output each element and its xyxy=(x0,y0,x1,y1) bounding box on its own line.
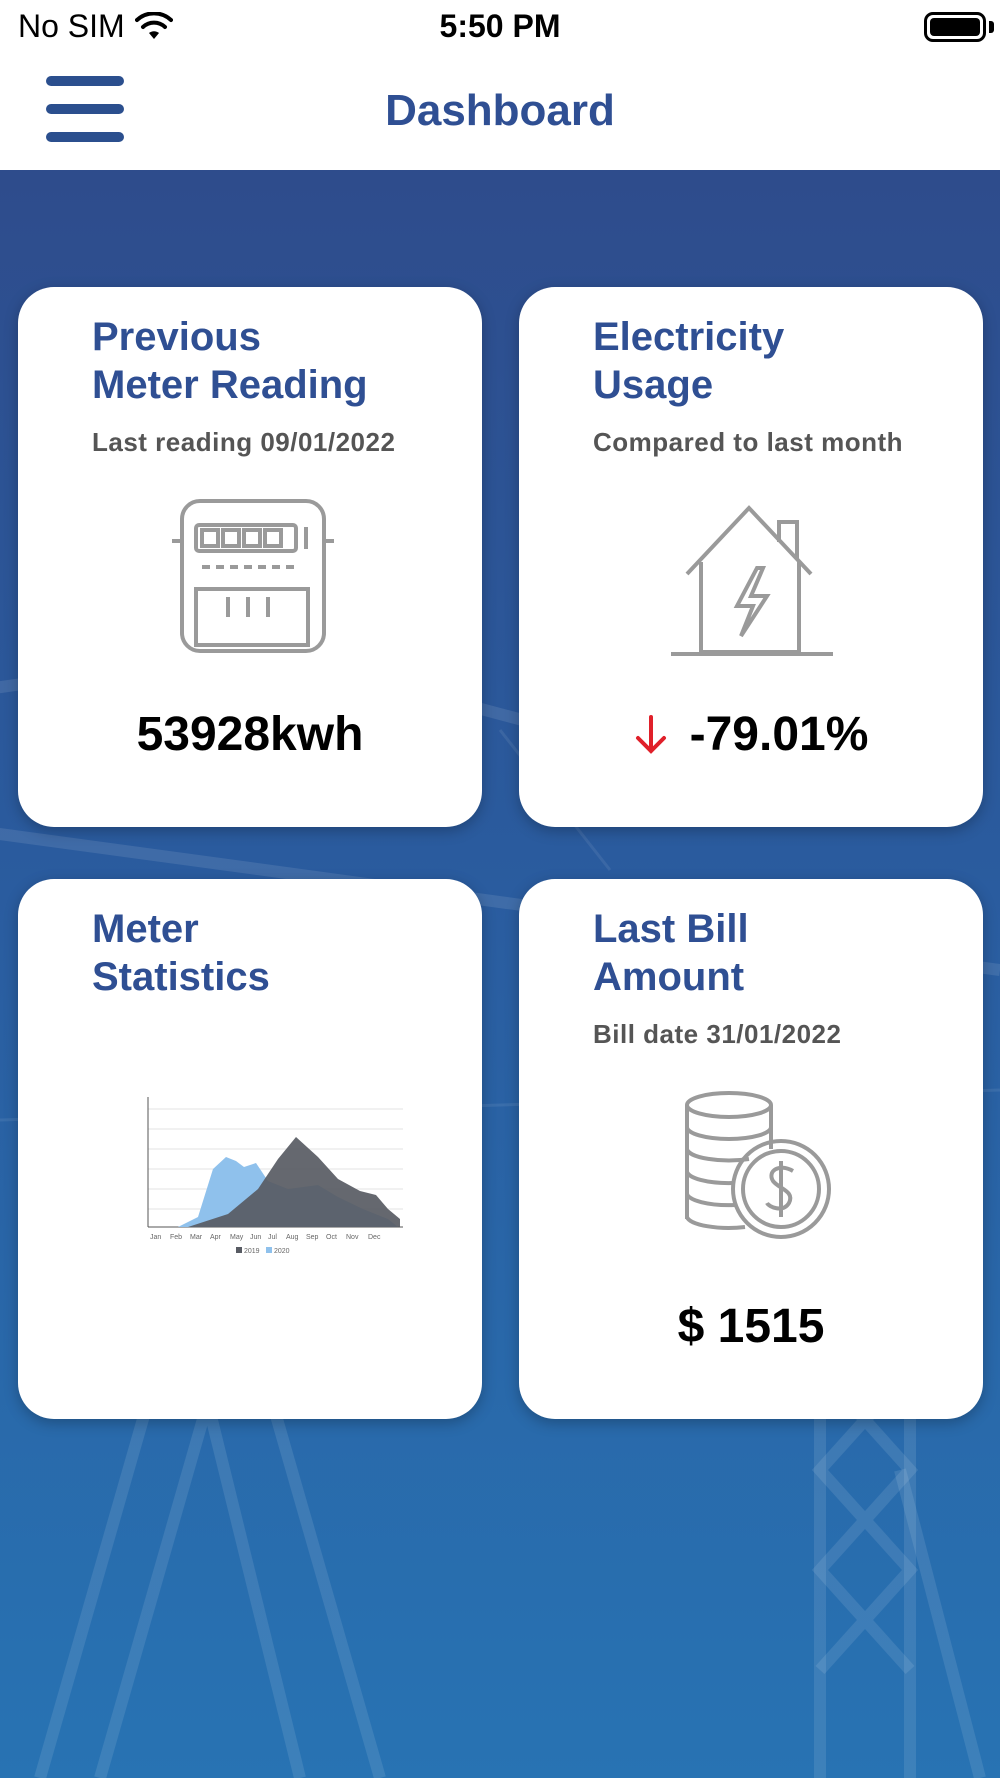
electricity-usage-card[interactable]: Electricity Usage Compared to last month… xyxy=(519,287,983,827)
usage-comparison-label: Compared to last month xyxy=(593,427,904,457)
coins-dollar-icon xyxy=(684,1091,831,1239)
arrow-down-icon xyxy=(635,714,666,754)
carrier-group: No SIM xyxy=(18,8,173,45)
status-bar: No SIM 5:50 PM xyxy=(0,0,1000,56)
svg-text:Aug: Aug xyxy=(286,1234,299,1241)
battery-tip xyxy=(989,21,994,33)
menu-button[interactable] xyxy=(46,76,124,142)
last-bill-card[interactable]: Last Bill Amount Bill date 31/01/2022 $ … xyxy=(519,879,983,1419)
last-reading-date: Last reading 09/01/2022 xyxy=(92,427,396,457)
battery-icon xyxy=(924,12,986,42)
wifi-icon xyxy=(134,11,173,39)
svg-text:Jan: Jan xyxy=(150,1234,161,1241)
dashboard-content: Previous Meter Reading Last reading 09/0… xyxy=(0,170,1000,1778)
svg-text:Nov: Nov xyxy=(346,1234,359,1241)
svg-text:Sep: Sep xyxy=(306,1234,319,1241)
usage-change-value: -79.01% xyxy=(689,708,869,761)
meter-reading-card[interactable]: Previous Meter Reading Last reading 09/0… xyxy=(18,287,482,827)
status-time: 5:50 PM xyxy=(439,8,561,44)
svg-text:Dec: Dec xyxy=(368,1234,381,1241)
meter-reading-value: 53928kwh xyxy=(136,708,364,761)
carrier-label: No SIM xyxy=(18,8,125,44)
bill-date: Bill date 31/01/2022 xyxy=(593,1019,842,1049)
svg-text:Apr: Apr xyxy=(210,1234,222,1241)
svg-text:Feb: Feb xyxy=(170,1234,182,1241)
usage-row: -79.01% xyxy=(519,707,983,762)
bill-amount-value: $ 1515 xyxy=(677,1300,825,1353)
svg-text:Oct: Oct xyxy=(326,1234,337,1241)
house-lightning-icon xyxy=(671,505,833,656)
svg-text:Mar: Mar xyxy=(190,1234,203,1241)
electric-meter-icon xyxy=(172,499,334,653)
card-title: Previous Meter Reading xyxy=(92,315,368,407)
svg-text:May: May xyxy=(230,1234,244,1241)
hamburger-icon xyxy=(46,76,124,86)
svg-text:2020: 2020 xyxy=(274,1248,290,1255)
svg-text:2019: 2019 xyxy=(244,1248,260,1255)
svg-text:Jul: Jul xyxy=(268,1234,277,1241)
card-title: Last Bill Amount xyxy=(593,907,749,999)
card-title: Electricity Usage xyxy=(593,315,785,407)
card-title: Meter Statistics xyxy=(92,907,270,999)
nav-bar: Dashboard xyxy=(0,56,1000,170)
meter-statistics-card[interactable]: Meter Statistics Jan Feb Mar Apr May Jun Jul… xyxy=(18,879,482,1419)
statistics-chart-thumbnail: Jan Feb Mar Apr May Jun Jul Aug Sep Oct Nov Dec … xyxy=(147,1097,403,1255)
page-title: Dashboard xyxy=(385,86,615,135)
svg-text:Jun: Jun xyxy=(250,1234,261,1241)
